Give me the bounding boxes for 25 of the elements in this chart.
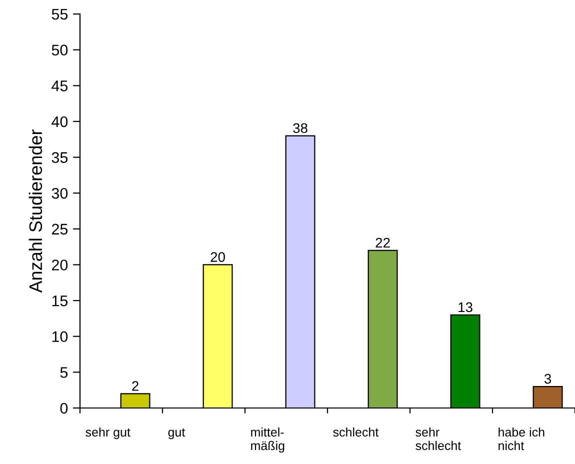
y-tick-label: 40 <box>52 116 68 128</box>
y-tick-label: 20 <box>52 260 68 270</box>
y-axis-title: Anzahl Studierender <box>28 129 42 293</box>
data-label: 20 <box>210 252 225 262</box>
x-tick-label: schlecht <box>333 427 379 437</box>
x-tick-label: gut <box>168 428 186 440</box>
y-tick-label: 45 <box>52 80 68 92</box>
y-tick-label: 50 <box>52 44 68 56</box>
data-label: 2 <box>132 381 138 391</box>
y-tick-label: 5 <box>60 367 68 378</box>
y-tick-label: 15 <box>52 296 68 306</box>
y-tick-label: 55 <box>52 9 68 20</box>
data-label: 38 <box>293 123 308 134</box>
y-tick-label: 30 <box>52 188 68 199</box>
y-tick-label: 35 <box>52 152 68 163</box>
x-tick-label: sehr gut <box>86 427 130 440</box>
y-tick-label: 10 <box>52 331 68 342</box>
x-tick-label: sehr schlecht <box>416 427 462 450</box>
y-tick-label: 25 <box>52 224 68 235</box>
data-label: 22 <box>376 238 390 248</box>
x-tick-label: habe ich nicht <box>498 427 544 450</box>
y-tick-label: 0 <box>60 402 68 414</box>
data-label: 13 <box>458 302 472 312</box>
data-label: 3 <box>544 374 552 384</box>
x-tick-label: mittel- mäßig <box>251 427 284 453</box>
